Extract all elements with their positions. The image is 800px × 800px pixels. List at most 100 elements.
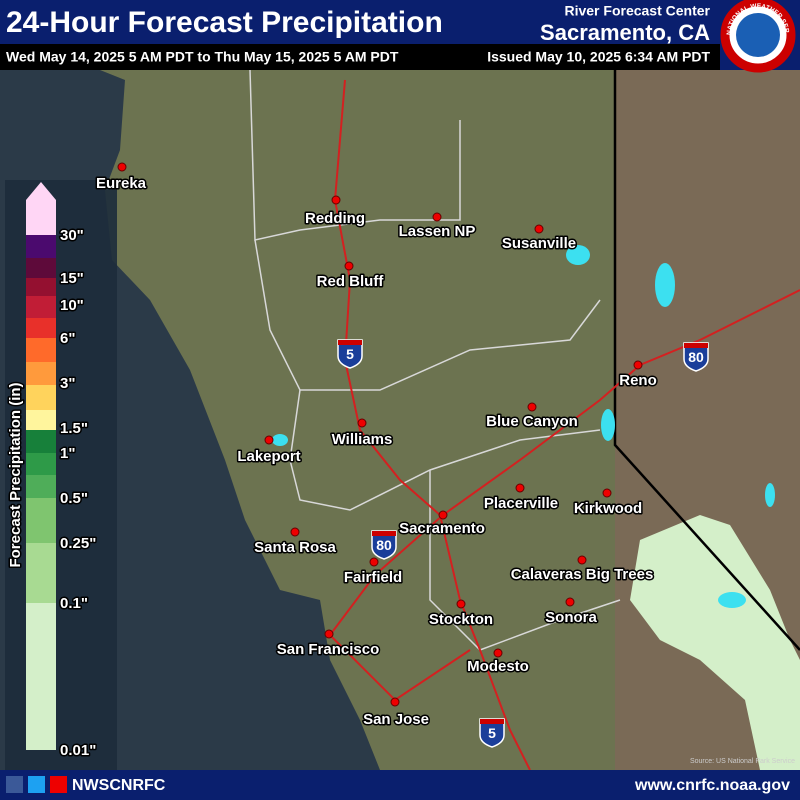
shield-number: 5 [488,725,496,741]
city-dot [565,597,575,607]
legend-band [26,385,56,410]
city-label: Red Bluff [317,273,385,290]
social-handle[interactable]: NWSCNRFC [72,777,166,794]
city-dot [357,418,367,428]
youtube-icon[interactable] [50,776,67,793]
interstate-shield [683,342,709,372]
city-label: Susanville [502,235,576,252]
city-label: Placerville [484,495,558,512]
legend-arrow [26,182,56,235]
city-label: Redding [305,210,365,227]
legend-label: 3" [60,375,75,392]
legend-band [26,362,56,385]
legend-band [26,296,56,318]
subtitle: Wed May 14, 2025 5 AM PDT to Thu May 15,… [6,49,399,65]
legend-band [26,258,56,278]
legend-label: 30" [60,227,84,244]
city-label: Modesto [467,658,529,675]
city-dot [577,555,587,565]
city-label: Reno [619,372,657,389]
legend-band [26,318,56,338]
shield-top [480,719,504,724]
shield-number: 80 [376,537,392,553]
precip-area [630,515,800,770]
legend-label: 0.25" [60,535,96,552]
city-dot [324,629,334,639]
legend-label: 1.5" [60,420,88,437]
city-label: Stockton [429,611,493,628]
city-label: San Jose [363,711,429,728]
legend-band [26,475,56,498]
logo-center [736,13,780,57]
legend-band [26,498,56,543]
legend-band [26,338,56,362]
city-dot [515,483,525,493]
url[interactable]: www.cnrfc.noaa.gov [634,777,790,794]
city-dot [432,212,442,222]
issued: Issued May 10, 2025 6:34 AM PDT [487,49,710,65]
legend-label: 0.5" [60,490,88,507]
facebook-icon[interactable] [6,776,23,793]
shield-top [338,340,362,345]
legend-label: 0.1" [60,595,88,612]
legend-label: 1" [60,445,75,462]
city-dot [527,402,537,412]
city-label: Blue Canyon [486,413,578,430]
subtitle-bar [0,44,720,70]
legend-band [26,603,56,750]
city-dot [264,435,274,445]
source: Source: US National Park Service [690,758,795,765]
interstate-shield [371,530,397,560]
city-label: San Francisco [277,641,380,658]
legend-panel [5,180,117,770]
city-label: Lassen NP [399,223,476,240]
legend-label: 0.01" [60,742,96,759]
legend-band [26,430,56,453]
city-dot [534,224,544,234]
city-label: Santa Rosa [254,539,336,556]
city-dot [331,195,341,205]
city-label: Fairfield [344,569,402,586]
city-label: Kirkwood [574,500,642,517]
footer-bar [0,770,800,800]
city-label: Williams [332,431,393,448]
lakes [272,245,775,608]
city-dot [390,697,400,707]
legend-band [26,543,56,603]
city-dot [493,648,503,658]
interstate-shield [479,718,505,748]
legend-band [26,235,56,258]
interstate-shield [337,339,363,369]
city-dot [602,488,612,498]
legend-label: 6" [60,330,75,347]
city-dot [456,599,466,609]
state-line [613,70,800,651]
title: 24-Hour Forecast Precipitation [6,6,443,39]
legend-label: 15" [60,270,84,287]
office-line1: River Forecast Center [564,3,710,19]
shield-number: 80 [688,349,704,365]
city-dot [117,162,127,172]
city-label: Lakeport [237,448,300,465]
legend-band [26,410,56,430]
city-dot [344,261,354,271]
city-label: Sacramento [399,520,485,537]
shield-number: 5 [346,346,354,362]
office-line2: Sacramento, CA [540,20,710,45]
city-label: Eureka [96,175,147,192]
legend-label: 10" [60,297,84,314]
shield-top [372,531,396,536]
city-label: Calaveras Big Trees [511,566,654,583]
city-dot [633,360,643,370]
twitter-icon[interactable] [28,776,45,793]
shield-top [684,343,708,348]
legend-band [26,453,56,475]
city-dot [438,510,448,520]
city-label: Sonora [545,609,597,626]
city-dot [290,527,300,537]
legend-title: Forecast Precipitation (in) [7,382,24,567]
legend-band [26,278,56,296]
city-dot [369,557,379,567]
